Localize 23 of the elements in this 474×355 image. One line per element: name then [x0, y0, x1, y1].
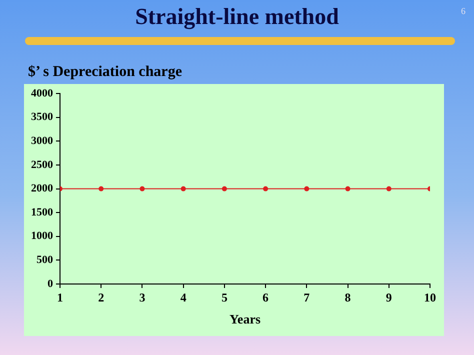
y-tick-label: 3000: [31, 135, 54, 148]
x-axis-title: Years: [229, 312, 261, 327]
x-tick-label: 2: [98, 290, 104, 304]
x-tick-label: 4: [180, 290, 186, 304]
y-tick-label: 2500: [31, 158, 54, 171]
y-tick-label: 2000: [31, 182, 54, 195]
y-tick-label: 4000: [31, 87, 54, 100]
y-tick-label: 1500: [31, 206, 54, 218]
x-tick-label: 5: [221, 290, 228, 304]
x-tick-label: 10: [424, 290, 436, 304]
x-tick-label: 3: [139, 290, 146, 304]
y-tick-label: 1000: [31, 230, 54, 242]
y-tick-label: 0: [48, 278, 54, 290]
x-tick-label: 9: [386, 290, 392, 304]
x-tick-label: 1: [57, 290, 63, 304]
x-tick-label: 7: [304, 290, 310, 304]
x-tick-label: 8: [344, 290, 351, 304]
y-tick-label: 3500: [31, 111, 54, 124]
y-tick-label: 500: [36, 254, 54, 266]
chart-title: Straight-line method: [135, 4, 339, 29]
y-axis-title: $’ s Depreciation charge: [28, 64, 182, 81]
text: 6: [461, 6, 466, 16]
x-tick-label: 6: [262, 290, 269, 304]
